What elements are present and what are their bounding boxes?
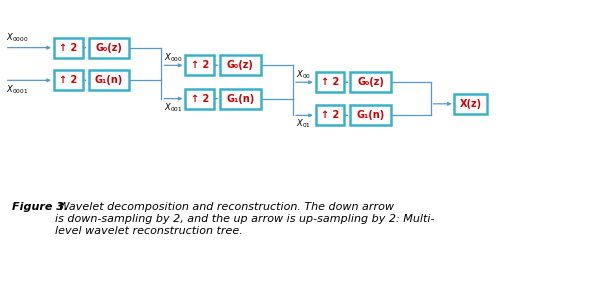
Text: $X_{00}$: $X_{00}$: [296, 69, 311, 81]
FancyBboxPatch shape: [350, 72, 391, 92]
FancyBboxPatch shape: [185, 55, 214, 76]
Text: $X_{0001}$: $X_{0001}$: [6, 84, 28, 96]
FancyBboxPatch shape: [89, 38, 129, 58]
Text: ↑ 2: ↑ 2: [59, 75, 77, 85]
Text: ↑ 2: ↑ 2: [321, 110, 339, 120]
Text: $X_{000}$: $X_{000}$: [164, 52, 184, 64]
FancyBboxPatch shape: [316, 72, 344, 92]
FancyBboxPatch shape: [454, 94, 487, 114]
Text: G₁(n): G₁(n): [226, 94, 255, 104]
Text: $X_{001}$: $X_{001}$: [164, 101, 183, 113]
Text: G₁(n): G₁(n): [94, 75, 123, 85]
FancyBboxPatch shape: [316, 105, 344, 125]
Text: ↑ 2: ↑ 2: [321, 77, 339, 87]
Text: ↑ 2: ↑ 2: [191, 94, 209, 104]
Text: G₀(z): G₀(z): [227, 60, 254, 70]
FancyBboxPatch shape: [220, 89, 261, 109]
Text: G₁(n): G₁(n): [356, 110, 385, 120]
Text: Figure 3.: Figure 3.: [12, 202, 68, 212]
Text: $X_{01}$: $X_{01}$: [296, 117, 311, 130]
Text: ↑ 2: ↑ 2: [191, 60, 209, 70]
Text: G₀(z): G₀(z): [358, 77, 384, 87]
FancyBboxPatch shape: [54, 38, 83, 58]
Text: X(z): X(z): [460, 99, 482, 109]
FancyBboxPatch shape: [54, 70, 83, 91]
Text: G₀(z): G₀(z): [96, 43, 122, 53]
Text: $X_{0000}$: $X_{0000}$: [6, 32, 29, 44]
Text: Wavelet decomposition and reconstruction. The down arrow
is down-sampling by 2, : Wavelet decomposition and reconstruction…: [55, 202, 435, 235]
FancyBboxPatch shape: [185, 89, 214, 109]
FancyBboxPatch shape: [220, 55, 261, 76]
FancyBboxPatch shape: [89, 70, 129, 91]
FancyBboxPatch shape: [350, 105, 391, 125]
Text: ↑ 2: ↑ 2: [59, 43, 77, 53]
